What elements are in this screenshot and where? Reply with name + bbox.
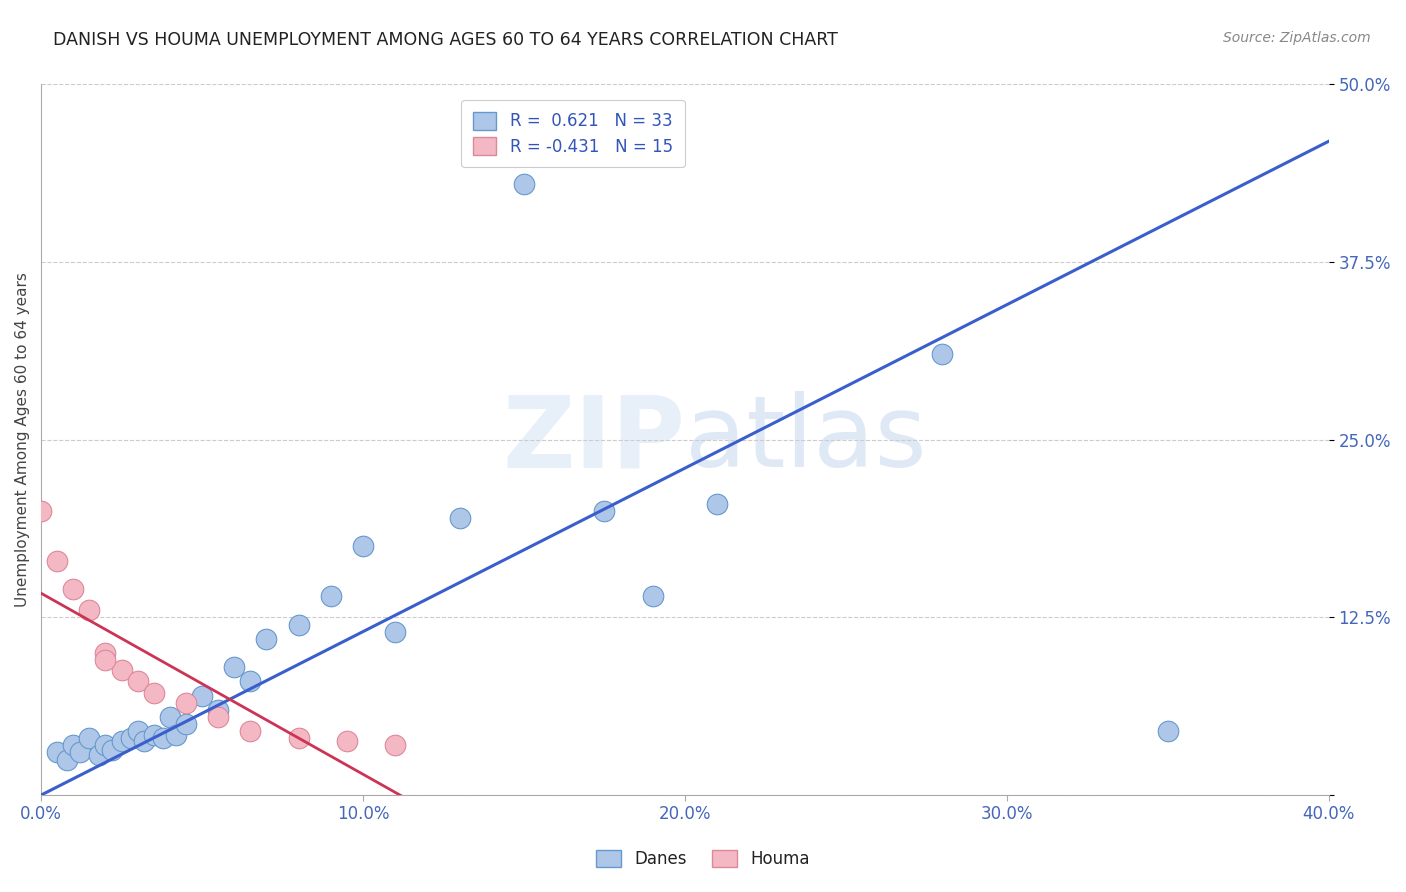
Text: atlas: atlas (685, 392, 927, 488)
Danes (254, 632, 277, 646)
Danes (1157, 724, 1180, 739)
Legend: R =  0.621   N = 33, R = -0.431   N = 15: R = 0.621 N = 33, R = -0.431 N = 15 (461, 100, 685, 167)
Danes (94, 739, 117, 753)
Houma (79, 603, 101, 617)
Danes (174, 717, 197, 731)
Danes (319, 589, 342, 603)
Houma (110, 663, 132, 677)
Danes (706, 497, 728, 511)
Danes (513, 177, 536, 191)
Danes (132, 734, 155, 748)
Houma (287, 731, 309, 746)
Houma (384, 739, 406, 753)
Danes (46, 746, 69, 760)
Houma (174, 696, 197, 710)
Danes (87, 748, 110, 763)
Text: ZIP: ZIP (502, 392, 685, 488)
Danes (224, 660, 246, 674)
Danes (641, 589, 664, 603)
Danes (449, 511, 471, 525)
Y-axis label: Unemployment Among Ages 60 to 64 years: Unemployment Among Ages 60 to 64 years (15, 272, 30, 607)
Danes (384, 624, 406, 639)
Houma (127, 674, 149, 689)
Danes (79, 731, 101, 746)
Danes (120, 731, 142, 746)
Houma (30, 504, 52, 518)
Houma (94, 653, 117, 667)
Legend: Danes, Houma: Danes, Houma (589, 843, 817, 875)
Danes (142, 728, 165, 742)
Houma (207, 710, 229, 724)
Text: DANISH VS HOUMA UNEMPLOYMENT AMONG AGES 60 TO 64 YEARS CORRELATION CHART: DANISH VS HOUMA UNEMPLOYMENT AMONG AGES … (53, 31, 838, 49)
Houma (46, 553, 69, 567)
Text: Source: ZipAtlas.com: Source: ZipAtlas.com (1223, 31, 1371, 45)
Houma (62, 582, 84, 596)
Houma (142, 686, 165, 700)
Danes (165, 728, 187, 742)
Danes (931, 347, 953, 361)
Danes (191, 689, 214, 703)
Danes (593, 504, 616, 518)
Danes (69, 746, 91, 760)
Danes (62, 739, 84, 753)
Danes (152, 731, 174, 746)
Danes (159, 710, 181, 724)
Danes (56, 752, 79, 766)
Danes (127, 724, 149, 739)
Danes (110, 734, 132, 748)
Danes (101, 742, 124, 756)
Houma (336, 734, 359, 748)
Danes (352, 539, 374, 553)
Danes (239, 674, 262, 689)
Houma (94, 646, 117, 660)
Danes (207, 703, 229, 717)
Houma (239, 724, 262, 739)
Danes (287, 617, 309, 632)
